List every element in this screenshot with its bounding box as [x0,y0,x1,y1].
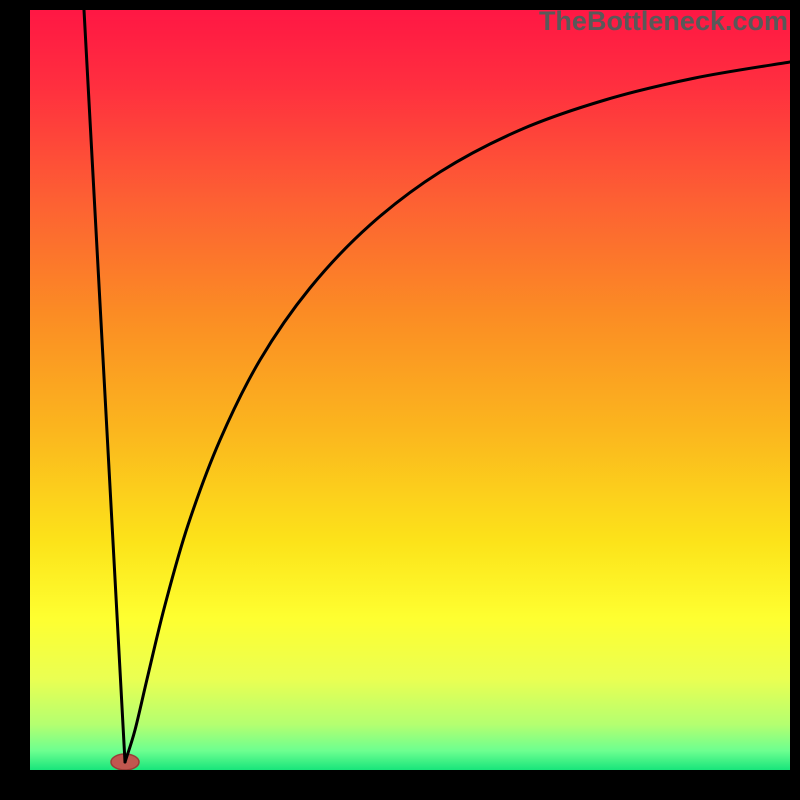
frame-left [0,0,30,800]
frame-bottom [0,770,800,800]
watermark-text: TheBottleneck.com [539,6,788,37]
bottleneck-chart [30,10,790,770]
gradient-background [30,10,790,770]
frame-right [790,0,800,800]
watermark-label: TheBottleneck.com [539,6,788,36]
plot-area [30,10,790,770]
